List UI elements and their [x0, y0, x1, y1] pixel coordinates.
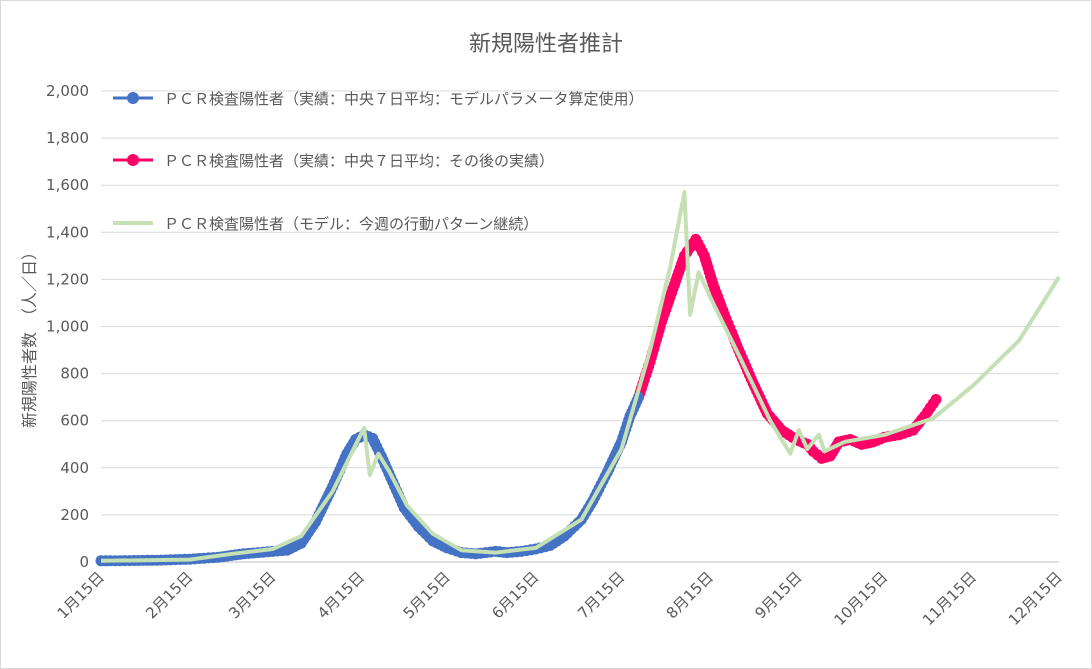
x-tick-label: 1月15日 [54, 568, 108, 622]
series-3-line [100, 190, 1061, 563]
legend-swatch-marker [127, 154, 139, 166]
series-1 [95, 391, 645, 567]
legend-item-1: ＰＣＲ検査陽性者（実績：中央７日平均：モデルパラメータ算定使用） [113, 90, 644, 108]
legend-label: ＰＣＲ検査陽性者（実績：中央７日平均：その後の実績） [164, 152, 554, 170]
x-tick-label: 2月15日 [142, 568, 196, 622]
y-tick-label: 200 [60, 506, 89, 524]
x-tick-label: 6月15日 [488, 568, 542, 622]
y-tick-label: 1,800 [46, 129, 89, 147]
legend-item-3: ＰＣＲ検査陽性者（モデル：今週の行動パターン継続） [113, 215, 538, 233]
y-tick-label: 800 [60, 365, 89, 383]
y-axis-title: 新規陽性者数 （人／日） [20, 244, 39, 428]
x-tick-label: 11月15日 [919, 568, 980, 629]
legend-item-2: ＰＣＲ検査陽性者（実績：中央７日平均：その後の実績） [113, 152, 554, 170]
chart-title: 新規陽性者推計 [469, 32, 623, 57]
x-tick-label: 4月15日 [314, 568, 368, 622]
x-tick-label: 7月15日 [574, 568, 628, 622]
y-tick-label: 1,400 [46, 223, 89, 241]
legend-label: ＰＣＲ検査陽性者（実績：中央７日平均：モデルパラメータ算定使用） [164, 90, 644, 108]
x-tick-label: 9月15日 [751, 568, 805, 622]
y-tick-label: 400 [60, 459, 89, 477]
y-tick-label: 1,000 [46, 318, 89, 336]
legend: ＰＣＲ検査陽性者（実績：中央７日平均：モデルパラメータ算定使用） ＰＣＲ検査陽性者… [113, 90, 644, 233]
y-tick-label: 1,200 [46, 270, 89, 288]
y-tick-label: 2,000 [46, 82, 89, 100]
x-tick-label: 3月15日 [225, 568, 279, 622]
legend-swatch-marker [127, 92, 139, 104]
series-layer [95, 190, 1061, 567]
legend-label: ＰＣＲ検査陽性者（モデル：今週の行動パターン継続） [164, 215, 538, 233]
x-tick-label: 10月15日 [830, 568, 891, 629]
x-tick-label: 12月15日 [1005, 568, 1066, 629]
grid-layer [101, 90, 1059, 563]
y-tick-label: 600 [60, 412, 89, 430]
x-tick-label: 5月15日 [400, 568, 454, 622]
x-tick-label: 8月15日 [663, 568, 717, 622]
y-tick-label: 0 [79, 553, 89, 571]
y-tick-label: 1,600 [46, 176, 89, 194]
series-3 [100, 190, 1061, 563]
data-point [930, 394, 942, 405]
